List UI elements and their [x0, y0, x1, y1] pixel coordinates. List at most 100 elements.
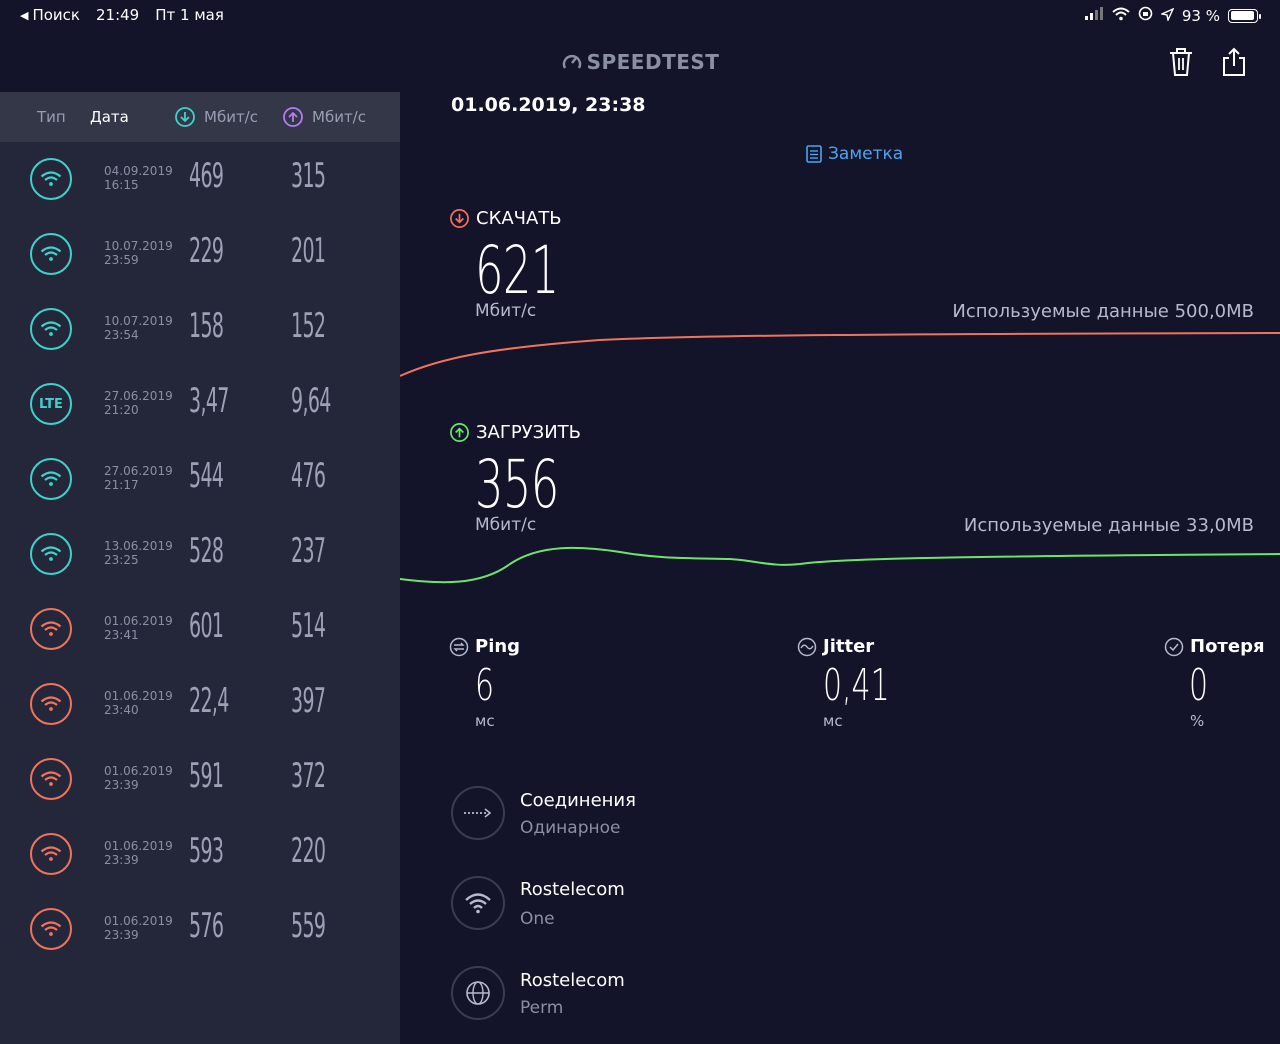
wifi-icon	[30, 158, 72, 200]
download-graph-line	[400, 332, 1280, 377]
history-row[interactable]: 01.06.2019 23:39 576 559	[0, 892, 400, 967]
upload-unit: Мбит/с	[475, 515, 537, 535]
history-row[interactable]: 04.09.2019 16:15 469 315	[0, 142, 400, 217]
loss-icon	[1164, 637, 1184, 656]
delete-button[interactable]	[1166, 46, 1196, 78]
status-date: Пт 1 мая	[155, 6, 224, 24]
ping-label-text: Ping	[475, 636, 521, 657]
share-button[interactable]	[1220, 46, 1250, 78]
history-row[interactable]: 01.06.2019 23:40 22,4 397	[0, 667, 400, 742]
row-time: 23:59	[104, 253, 139, 267]
loss-value: 0	[1189, 660, 1209, 711]
row-time: 16:15	[104, 178, 139, 192]
wifi-icon	[30, 758, 72, 800]
connections-subtitle: Одинарное	[520, 818, 621, 838]
row-download-speed: 576	[189, 906, 224, 946]
row-upload-speed: 152	[291, 306, 326, 346]
upload-used-data: Используемые данные 33,0MB	[963, 515, 1254, 536]
orientation-lock-icon	[1138, 6, 1153, 25]
download-icon	[450, 209, 469, 228]
column-type[interactable]: Тип	[37, 108, 66, 126]
row-datetime: 01.06.2019 23:39	[104, 914, 173, 942]
history-row[interactable]: 13.06.2019 23:25 528 237	[0, 517, 400, 592]
row-download-speed: 601	[189, 606, 224, 646]
row-download-speed: 591	[189, 756, 224, 796]
row-time: 23:39	[104, 778, 139, 792]
column-date[interactable]: Дата	[90, 108, 129, 126]
row-date: 01.06.2019	[104, 914, 173, 928]
row-datetime: 10.07.2019 23:59	[104, 239, 173, 267]
upload-graph	[400, 546, 1280, 584]
loss-label-text: Потеря	[1190, 636, 1265, 657]
connections-icon	[451, 786, 505, 840]
provider-title: Rostelecom	[520, 879, 625, 900]
battery-percent: 93 %	[1181, 6, 1220, 25]
download-arrow-icon	[175, 107, 195, 127]
logo-text: SPEEDTEST	[586, 50, 720, 74]
row-date: 10.07.2019	[104, 239, 173, 253]
row-date: 01.06.2019	[104, 614, 173, 628]
note-button[interactable]: Заметка	[806, 144, 903, 164]
row-download-speed: 544	[189, 456, 224, 496]
row-download-speed: 528	[189, 531, 224, 571]
row-download-speed: 22,4	[189, 681, 229, 721]
row-datetime: 04.09.2019 16:15	[104, 164, 173, 192]
row-time: 23:39	[104, 928, 139, 942]
column-upload[interactable]: Мбит/с	[282, 106, 366, 128]
row-date: 04.09.2019	[104, 164, 173, 178]
wifi-icon	[30, 683, 72, 725]
history-row[interactable]: 10.07.2019 23:54 158 152	[0, 292, 400, 367]
wifi-icon	[30, 233, 72, 275]
result-datetime: 01.06.2019, 23:38	[451, 94, 646, 116]
wifi-icon	[30, 308, 72, 350]
history-row[interactable]: LTE 27.06.2019 21:20 3,47 9,64	[0, 367, 400, 442]
status-bar: ◀ Поиск 21:49 Пт 1 мая 93 %	[0, 0, 1280, 30]
history-row[interactable]: 01.06.2019 23:41 601 514	[0, 592, 400, 667]
share-icon	[1223, 47, 1245, 76]
row-time: 23:41	[104, 628, 139, 642]
row-time: 21:17	[104, 478, 139, 492]
history-panel: 07.11.201920:1445661,804.09.201916:15469…	[0, 92, 400, 1044]
ping-icon	[449, 637, 469, 656]
row-date: 10.07.2019	[104, 314, 173, 328]
history-row[interactable]: 01.06.2019 23:39 593 220	[0, 817, 400, 892]
row-datetime: 01.06.2019 23:39	[104, 839, 173, 867]
wifi-status-icon	[1112, 7, 1130, 25]
provider-wifi-icon	[451, 876, 505, 930]
speedometer-icon	[561, 51, 583, 78]
lte-icon: LTE	[30, 383, 72, 425]
jitter-icon	[797, 637, 817, 656]
jitter-unit: мс	[823, 712, 843, 730]
jitter-label-text: Jitter	[823, 636, 875, 657]
row-download-speed: 3,47	[189, 381, 229, 421]
server-subtitle: Perm	[520, 998, 564, 1018]
upload-icon	[450, 423, 469, 442]
row-date: 13.06.2019	[104, 539, 173, 553]
history-row[interactable]: 10.07.2019 23:59 229 201	[0, 217, 400, 292]
upload-value: 356	[475, 446, 559, 523]
battery-icon	[1228, 8, 1261, 23]
row-time: 23:40	[104, 703, 139, 717]
row-time: 23:39	[104, 853, 139, 867]
row-download-speed: 229	[189, 231, 224, 271]
wifi-icon	[30, 533, 72, 575]
download-unit: Мбит/с	[475, 301, 537, 321]
download-used-data: Используемые данные 500,0MB	[952, 301, 1254, 322]
jitter-value: 0,41	[823, 660, 890, 711]
wifi-icon	[30, 908, 72, 950]
row-date: 01.06.2019	[104, 839, 173, 853]
history-row[interactable]: 01.06.2019 23:39 591 372	[0, 742, 400, 817]
speedtest-logo: SPEEDTEST	[0, 50, 1280, 78]
row-download-speed: 593	[189, 831, 224, 871]
column-upload-label: Мбит/с	[312, 108, 366, 126]
row-time: 23:25	[104, 553, 139, 567]
history-row[interactable]: 27.06.2019 21:17 544 476	[0, 442, 400, 517]
back-to-search-link[interactable]: ◀ Поиск	[20, 6, 80, 24]
location-icon	[1159, 7, 1175, 25]
row-upload-speed: 220	[291, 831, 326, 871]
row-date: 27.06.2019	[104, 464, 173, 478]
note-icon	[806, 145, 822, 163]
row-time: 21:20	[104, 403, 139, 417]
column-download[interactable]: Мбит/с	[174, 106, 258, 128]
